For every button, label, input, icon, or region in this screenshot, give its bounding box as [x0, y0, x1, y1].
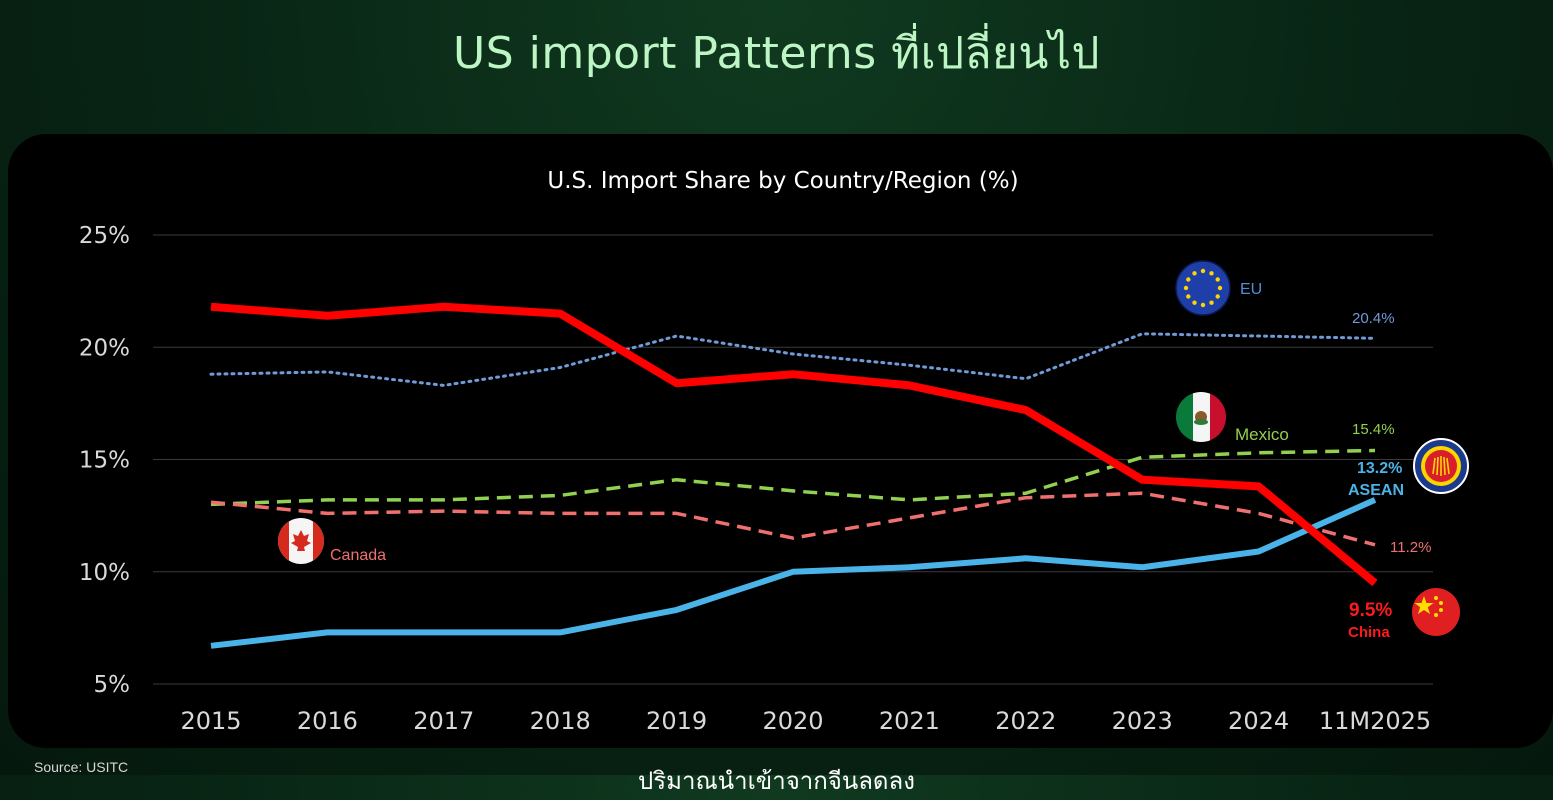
line-chart: U.S. Import Share by Country/Region (%) …: [79, 168, 1469, 735]
series-line-asean: [210, 497, 1377, 649]
canada-end-label: 11.2%: [1390, 539, 1431, 556]
grid-lines: [153, 234, 1433, 685]
eu-star: [1200, 268, 1206, 274]
chart-panel: [8, 134, 1553, 748]
mexico-end-label: 15.4%: [1352, 421, 1395, 438]
x-tick-label: 2023: [1112, 707, 1173, 735]
chart-title: U.S. Import Share by Country/Region (%): [547, 168, 1018, 194]
eu-star: [1217, 285, 1223, 291]
eu-star: [1209, 300, 1214, 305]
y-tick-label: 5%: [94, 672, 131, 698]
eu-star: [1200, 302, 1206, 308]
x-tick-label: 2020: [762, 707, 823, 735]
series-line-canada: [210, 491, 1376, 547]
eu-star: [1215, 294, 1220, 299]
x-tick-label: 2019: [646, 707, 707, 735]
x-tick-label: 2022: [995, 707, 1056, 735]
y-tick-label: 15%: [79, 448, 130, 474]
source-note: Source: USITC: [34, 759, 129, 775]
y-tick-label: 10%: [79, 560, 130, 586]
series-lines: [209, 302, 1378, 649]
x-tick-label: 11M2025: [1319, 707, 1431, 735]
series-line-mexico: [210, 448, 1376, 507]
series-line-china: [210, 302, 1378, 587]
y-tick-label: 20%: [79, 335, 130, 361]
x-tick-label: 2017: [413, 707, 474, 735]
asean-label: ASEAN: [1348, 482, 1404, 499]
y-axis: 5% 10% 15% 20% 25%: [79, 223, 130, 698]
asean-end-label: 13.2%: [1357, 460, 1402, 477]
eu-star: [1186, 277, 1191, 282]
asean-emblem-icon: [1413, 438, 1469, 494]
bottom-caption: ปริมาณนำเข้าจากจีนลดลง: [638, 767, 915, 795]
china-end-label: 9.5%: [1349, 600, 1392, 621]
eu-star: [1183, 285, 1189, 291]
mexico-label: Mexico: [1235, 425, 1289, 444]
x-tick-label: 2016: [297, 707, 358, 735]
mexico-flag-icon: [1176, 392, 1226, 442]
canada-flag-icon: [278, 518, 324, 564]
x-axis: 2015 2016 2017 2018 2019 2020 2021 2022 2023 2024…: [180, 707, 1431, 735]
eu-star: [1192, 300, 1197, 305]
x-tick-label: 2018: [530, 707, 591, 735]
eu-flag-icon: [1175, 260, 1231, 316]
series-line-eu: [209, 332, 1377, 387]
eu-star: [1186, 294, 1191, 299]
eu-star: [1192, 271, 1197, 276]
eu-label: EU: [1240, 281, 1262, 298]
x-tick-label: 2015: [180, 707, 241, 735]
y-tick-label: 25%: [79, 223, 130, 249]
x-tick-label: 2021: [879, 707, 940, 735]
china-flag-icon: [1412, 588, 1460, 636]
x-tick-label: 2024: [1228, 707, 1289, 735]
eu-star: [1209, 271, 1214, 276]
china-label: China: [1348, 624, 1390, 641]
eu-end-label: 20.4%: [1352, 310, 1395, 327]
canada-label: Canada: [330, 547, 386, 564]
eu-star: [1215, 277, 1220, 282]
page-title: US import Patterns ที่เปลี่ยนไป: [453, 28, 1100, 79]
